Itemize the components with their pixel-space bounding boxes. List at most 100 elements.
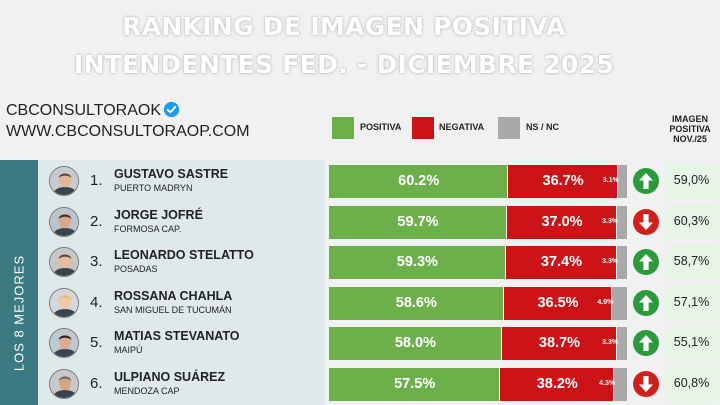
previous-value: 55,1%: [673, 335, 710, 349]
avatar: [49, 166, 79, 196]
mayor-city: POSADAS: [114, 264, 158, 274]
trend-down-arrow-icon: [632, 370, 660, 398]
legend-nsnc-swatch: [498, 117, 520, 139]
mayor-city: FORMOSA CAP.: [114, 223, 182, 234]
previous-value-cell: [665, 284, 718, 321]
previous-value-cell: [665, 203, 718, 240]
previous-value: 57,1%: [673, 294, 710, 309]
bar-positive: [329, 246, 505, 279]
legend-negative-swatch: [412, 117, 434, 139]
bar-nsnc: [617, 327, 627, 360]
mayor-name: LEONARDO STELATTO: [114, 248, 254, 262]
bar-positive: [329, 205, 506, 239]
avatar: [49, 247, 79, 277]
bar-negative: [508, 165, 617, 198]
negative-value-label: 38.7%: [538, 335, 581, 351]
chart-title-line1: RANKING DE IMAGEN POSITIVA: [122, 12, 566, 41]
negative-value-label: 36.5%: [537, 294, 579, 311]
nsnc-value-label: 3.3%: [602, 217, 619, 225]
negative-value-label: 37.4%: [540, 254, 582, 270]
positive-value-label: 59.7%: [397, 213, 439, 230]
rank-number: 1.: [90, 172, 103, 189]
positive-value-label: 57.5%: [394, 375, 436, 392]
mayor-city: PUERTO MADRYN: [114, 183, 193, 193]
avatar: [49, 287, 79, 318]
mayor-name: ULPIANO SUÁREZ: [114, 369, 226, 384]
positive-value-label: 60.2%: [398, 173, 440, 189]
trend-up-arrow-icon: [632, 167, 660, 195]
bar-negative: [503, 286, 612, 320]
mayor-city: SAN MIGUEL DE TUCUMÁN: [114, 304, 232, 315]
nsnc-value-label: 3.3%: [602, 339, 619, 346]
previous-header-line1: IMAGEN: [672, 114, 708, 124]
previous-value-cell: [665, 365, 718, 402]
trend-down-arrow-icon: [632, 208, 660, 236]
nsnc-value-label: 3.1%: [602, 177, 619, 184]
brand-handle-text: CBCONSULTORAOK: [6, 102, 161, 119]
bar-nsnc: [617, 165, 627, 198]
previous-header-line2: POSITIVA: [669, 124, 711, 134]
bar-negative: [500, 367, 614, 401]
trend-up-arrow-icon: [632, 248, 660, 276]
negative-value-label: 36.7%: [542, 173, 584, 189]
brand-handle: CBCONSULTORAOK: [6, 101, 180, 120]
previous-value-cell: [665, 244, 718, 280]
previous-value: 59,0%: [673, 173, 710, 187]
nsnc-value-label: 3.3%: [602, 258, 619, 265]
bar-negative: [501, 327, 617, 360]
rank-number: 2.: [90, 212, 103, 230]
table-row: 5. MATIAS STEVANATO MAIPÚ 58.0% 38.7% 3.3% 55,…: [0, 323, 720, 363]
table-row: 1. GUSTAVO SASTRE PUERTO MADRYN 60.2% 36.7% 3…: [0, 161, 720, 201]
names-panel: [38, 160, 325, 405]
bar-negative: [505, 246, 617, 279]
mayor-city: MAIPÚ: [114, 345, 143, 355]
bar-nsnc: [612, 286, 627, 320]
previous-value: 60,8%: [673, 375, 710, 390]
avatar: [49, 328, 79, 358]
table-row: 4. ROSSANA CHAHLA SAN MIGUEL DE TUCUMÁN 58.…: [0, 283, 720, 323]
mayor-name: ROSSANA CHAHLA: [114, 288, 233, 303]
verified-icon: [163, 101, 180, 118]
legend-positive-label: POSITIVA: [360, 122, 402, 132]
trend-up-arrow-icon: [632, 289, 660, 317]
bar-positive: [329, 165, 508, 198]
rank-number: 4.: [90, 293, 103, 311]
rank-number: 5.: [90, 334, 103, 351]
previous-value-cell: [665, 325, 718, 361]
previous-value-cell: [665, 163, 718, 199]
mayor-name: JORGE JOFRÉ: [114, 207, 203, 222]
positive-value-label: 59.3%: [396, 254, 438, 270]
nsnc-value-label: 4.9%: [597, 298, 614, 306]
previous-header-line3: NOV./25: [673, 134, 707, 144]
side-band: [0, 160, 38, 405]
bar-nsnc: [617, 246, 627, 279]
mayor-name: MATIAS STEVANATO: [114, 329, 240, 343]
previous-value: 58,7%: [673, 254, 710, 268]
avatar: [49, 206, 79, 237]
header: RANKING DE IMAGEN POSITIVA INTENDENTES F…: [0, 0, 720, 90]
negative-value-label: 37.0%: [541, 213, 583, 230]
bar-positive: [329, 286, 503, 320]
avatar: [49, 368, 79, 399]
previous-image-header: IMAGEN POSITIVA NOV./25: [660, 114, 720, 144]
mayor-name: GUSTAVO SASTRE: [114, 167, 229, 181]
nsnc-value-label: 4.3%: [599, 379, 616, 387]
table-row: 3. LEONARDO STELATTO POSADAS 59.3% 37.4% 3.3%…: [0, 242, 720, 282]
rank-number: 3.: [90, 253, 103, 270]
legend-nsnc-label: NS / NC: [526, 122, 560, 132]
mayor-city: MENDOZA CAP: [114, 385, 180, 396]
bar-positive: [329, 327, 501, 360]
table-row: 6. ULPIANO SUÁREZ MENDOZA CAP 57.5% 38.2% 4.3…: [0, 364, 720, 404]
bar-nsnc: [614, 367, 627, 401]
bar-positive: [329, 367, 500, 401]
legend-positive-swatch: [332, 117, 354, 139]
positive-value-label: 58.6%: [395, 294, 437, 311]
chart-title-line2: INTENDENTES FED. - DICIEMBRE 2025: [73, 50, 615, 79]
bar-negative: [506, 205, 617, 239]
positive-value-label: 58.0%: [394, 335, 436, 351]
previous-value: 60,3%: [673, 213, 710, 228]
brand-website: WWW.CBCONSULTORAOP.COM: [6, 123, 250, 140]
legend-negative-label: NEGATIVA: [439, 122, 485, 132]
rank-number: 6.: [90, 374, 103, 392]
trend-up-arrow-icon: [632, 329, 660, 357]
